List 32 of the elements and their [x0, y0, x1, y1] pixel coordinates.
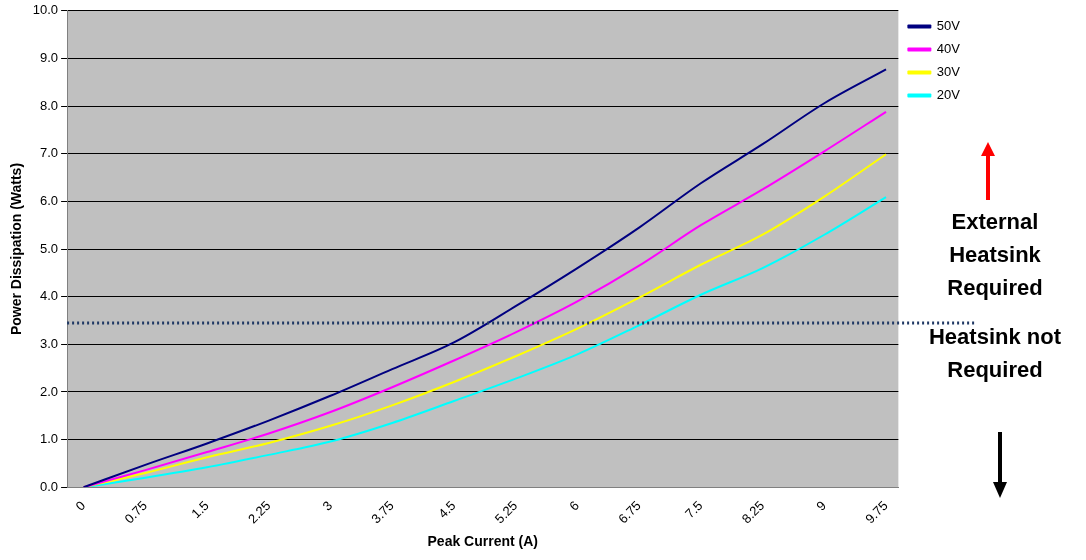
legend-label: 40V	[936, 41, 961, 57]
legend-label: 30V	[936, 64, 961, 80]
y-tick-label: 0.0	[40, 478, 59, 494]
x-tick-label: 3.75	[368, 497, 397, 527]
y-tick-label: 7.0	[40, 145, 59, 161]
x-tick-label: 9.75	[862, 497, 891, 527]
x-tick-label: 0.75	[121, 497, 150, 527]
x-axis-title: Peak Current (A)	[427, 533, 538, 550]
y-tick-label: 9.0	[40, 50, 59, 66]
x-tick-label: 4.5	[435, 497, 459, 522]
legend-label: 50V	[936, 18, 961, 34]
y-tick-label: 3.0	[40, 335, 59, 351]
y-tick-label: 10.0	[32, 2, 59, 18]
x-tick-label: 6	[566, 497, 583, 514]
x-tick-label: 1.5	[188, 497, 212, 522]
x-tick-label: 7.5	[682, 497, 706, 522]
y-tick-label: 6.0	[40, 192, 59, 208]
x-tick-label: 6.75	[615, 497, 644, 527]
x-tick-label: 8.25	[738, 497, 768, 527]
y-tick-label: 8.0	[40, 97, 59, 113]
x-tick-label: 5.25	[491, 497, 521, 527]
x-tick-label: 3	[319, 497, 336, 514]
x-tick-label: 0	[72, 497, 89, 514]
x-tick-label: 9	[813, 497, 829, 514]
y-tick-label: 4.0	[40, 288, 59, 304]
text: Heatsink not Required	[928, 323, 1062, 384]
y-axis-title: Power Dissipation (Watts)	[8, 162, 25, 336]
text: External Heatsink Required	[946, 208, 1044, 302]
y-tick-label: 5.0	[40, 240, 59, 256]
legend-label: 20V	[936, 87, 961, 103]
y-tick-label: 1.0	[40, 431, 59, 447]
y-tick-label: 2.0	[40, 383, 59, 399]
